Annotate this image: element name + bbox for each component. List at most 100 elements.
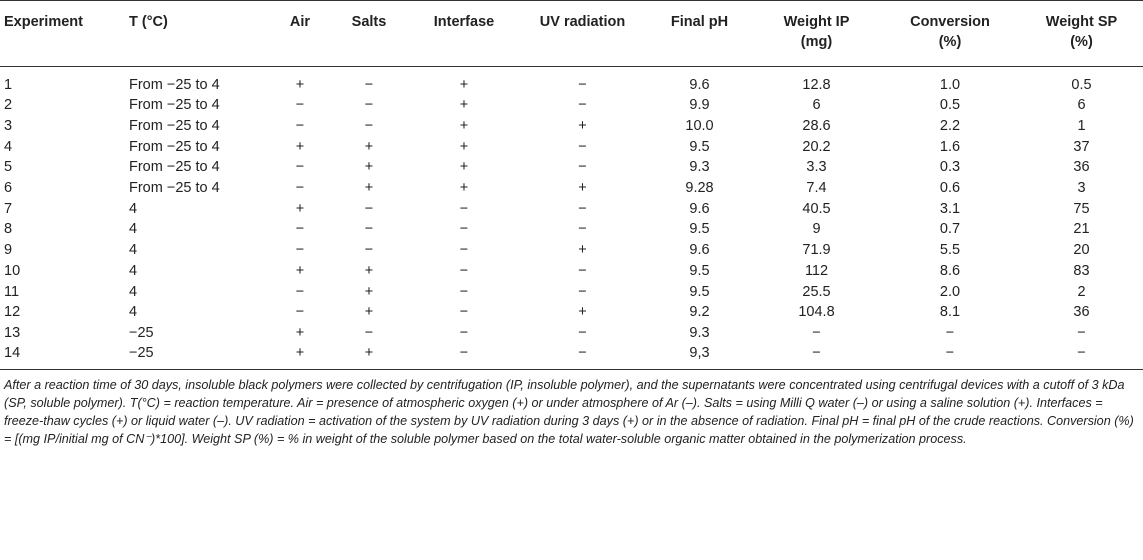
table-cell: 4 <box>129 262 138 279</box>
table-cell: 1 <box>4 77 13 93</box>
table-cell: 25.5 <box>802 283 831 300</box>
table-cell: 0.7 <box>939 221 961 238</box>
table-cell: + <box>578 304 587 321</box>
table-row: 13 −25 + − − − 9.3 − − − <box>0 323 1143 344</box>
table-cell: 2.0 <box>939 283 961 300</box>
table-row: 10 4 + + − − 9.5 112 8.6 83 <box>0 261 1143 282</box>
table-cell: 9.3 <box>689 324 710 341</box>
table-row: 7 4 + − − − 9.6 40.5 3.1 75 <box>0 198 1143 219</box>
table-cell: − <box>578 345 587 362</box>
table-cell: 4 <box>129 283 138 300</box>
table-cell: − <box>364 97 374 114</box>
table-row: 11 4 − + − − 9.5 25.5 2.0 2 <box>0 281 1143 302</box>
results-table: Experiment T (°C) Air Salts Interfase UV radi… <box>0 0 1143 370</box>
table-cell: 4 <box>129 242 138 259</box>
table-cell: 8.1 <box>939 304 961 321</box>
table-cell: From −25 to 4 <box>129 97 220 114</box>
table-cell: From −25 to 4 <box>129 180 220 197</box>
table-cell: 9.5 <box>689 283 710 300</box>
table-cell: 11 <box>4 283 20 300</box>
table-row: 8 4 − − − − 9.5 9 0.7 21 <box>0 219 1143 240</box>
table-cell: 3 <box>4 118 13 135</box>
table-row: 5 From −25 to 4 − + + − 9.3 3.3 0.3 36 <box>0 157 1143 178</box>
table-cell: 8.6 <box>939 262 961 279</box>
table-cell: 6 <box>812 97 821 114</box>
column-header-unit: (%) <box>938 33 962 50</box>
table-cell: − <box>578 97 587 114</box>
table-cell: 0.5 <box>1071 77 1092 93</box>
table-cell: − <box>459 242 469 259</box>
table-cell: + <box>295 345 305 362</box>
table-cell: 10 <box>4 262 21 279</box>
table-cell: − <box>295 159 305 176</box>
table-cell: 4 <box>4 138 13 155</box>
table-cell: + <box>578 118 587 135</box>
table-cell: 9,3 <box>689 345 710 362</box>
table-cell: 75 <box>1073 200 1090 217</box>
table-cell: − <box>812 345 821 362</box>
table-cell: 9.6 <box>689 77 710 93</box>
table-cell: − <box>459 324 469 341</box>
table-cell: + <box>364 283 374 300</box>
table-cell: + <box>459 180 469 197</box>
table-cell: + <box>364 138 374 155</box>
table-cell: 28.6 <box>802 118 831 135</box>
table-cell: − <box>295 283 305 300</box>
table-cell: 6 <box>1077 97 1086 114</box>
table-cell: − <box>364 118 374 135</box>
table-cell: − <box>578 77 587 93</box>
table-cell: 2 <box>1077 283 1086 300</box>
table-footnote: After a reaction time of 30 days, insolu… <box>4 378 1134 447</box>
column-header-label: Final pH <box>670 14 729 30</box>
table-cell: 9.6 <box>689 242 710 259</box>
column-header-unit: (%) <box>1070 33 1093 50</box>
table-row: 2 From −25 to 4 − − + − 9.9 6 0.5 6 <box>0 95 1143 116</box>
table-cell: − <box>295 180 305 197</box>
table-cell: 12 <box>4 304 21 321</box>
table-cell: 36 <box>1073 304 1090 321</box>
table-cell: From −25 to 4 <box>129 159 220 176</box>
table-cell: 4 <box>129 304 138 321</box>
table-cell: 3.1 <box>939 200 961 217</box>
table-cell: 20 <box>1073 242 1090 259</box>
table-cell: 13 <box>4 324 21 341</box>
table-cell: − <box>459 283 469 300</box>
column-header-label: Weight IP <box>783 14 850 30</box>
table-cell: 36 <box>1073 159 1090 176</box>
table-cell: − <box>295 118 305 135</box>
table-cell: 14 <box>4 345 21 362</box>
table-cell: 83 <box>1073 262 1090 279</box>
table-cell: − <box>812 324 821 341</box>
table-cell: 0.3 <box>939 159 961 176</box>
table-cell: − <box>295 97 305 114</box>
table-cell: 9.5 <box>689 138 710 155</box>
column-header-label: Conversion <box>910 14 990 30</box>
table-cell: − <box>945 324 955 341</box>
table-cell: 9.3 <box>689 159 710 176</box>
column-header-label: Experiment <box>4 14 83 30</box>
table-cell: + <box>295 77 305 93</box>
table-cell: 9.5 <box>689 221 710 238</box>
table-cell: − <box>578 138 587 155</box>
table-cell: From −25 to 4 <box>129 118 220 135</box>
table-cell: − <box>295 221 305 238</box>
table-header: Experiment T (°C) Air Salts Interfase UV radi… <box>0 0 1143 67</box>
table-cell: 9.5 <box>689 262 710 279</box>
table-cell: + <box>459 159 469 176</box>
table-cell: 2 <box>4 97 13 114</box>
table-cell: 0.5 <box>939 97 961 114</box>
table-cell: + <box>459 97 469 114</box>
table-figure: Experiment T (°C) Air Salts Interfase UV radi… <box>0 0 1143 447</box>
column-header: Weight SP (%) <box>1020 1 1143 67</box>
table-cell: + <box>578 180 587 197</box>
table-cell: + <box>295 138 305 155</box>
table-cell: 71.9 <box>802 242 831 259</box>
table-cell: 1 <box>1077 118 1086 135</box>
column-header-label: Weight SP <box>1045 14 1118 30</box>
table-cell: − <box>945 345 955 362</box>
table-cell: + <box>295 262 305 279</box>
column-header-label: UV radiation <box>539 14 626 30</box>
table-cell: + <box>459 118 469 135</box>
table-cell: 6 <box>4 180 13 197</box>
table-cell: 9 <box>812 221 821 238</box>
